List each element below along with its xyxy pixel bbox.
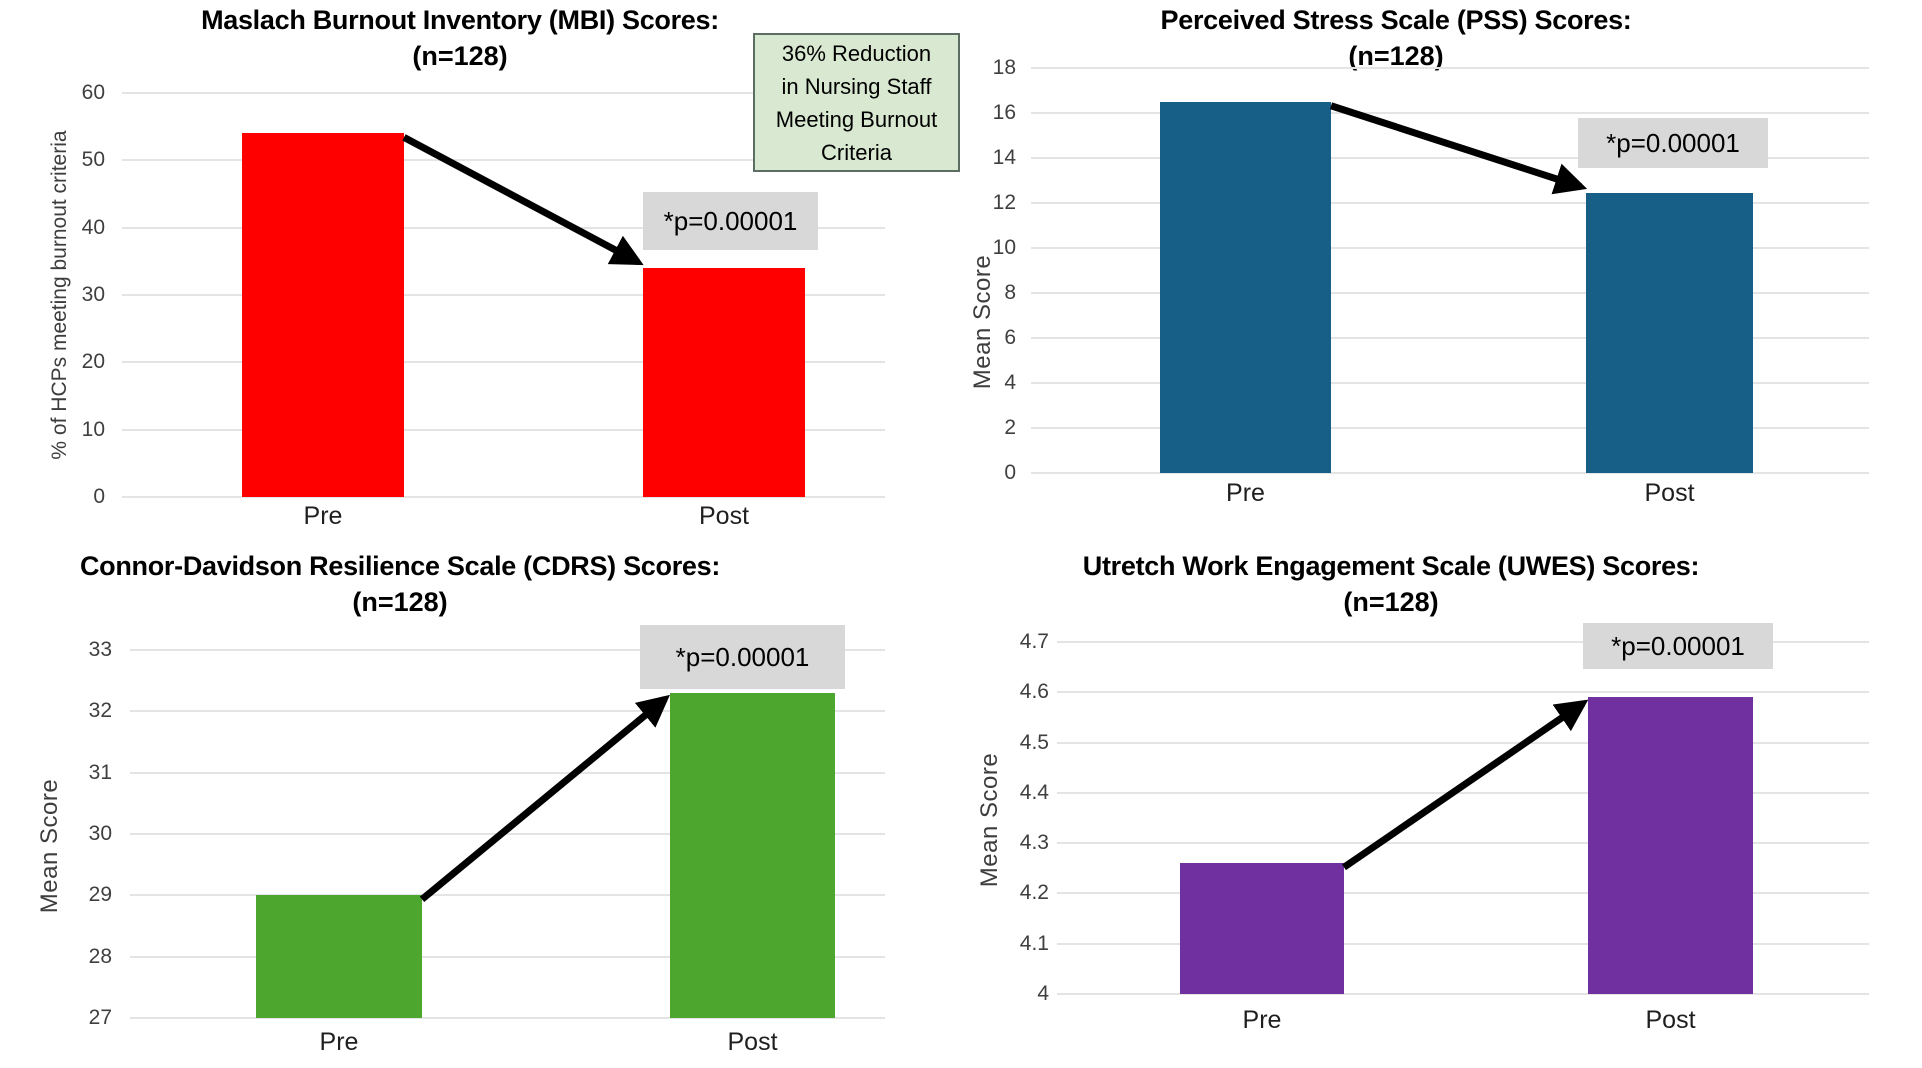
p-value-label-pss: *p=0.00001 — [1578, 118, 1768, 168]
chart-subtitle-mbi: (n=128) — [412, 41, 508, 71]
y-tick-label: 4.2 — [1019, 881, 1049, 905]
chart-panel-cdrs: Connor-Davidson Resilience Scale (CDRS) … — [0, 534, 961, 1068]
chart-subtitle-uwes: (n=128) — [1343, 587, 1439, 617]
annotation-line: 36% Reduction — [781, 40, 932, 66]
gridline — [130, 649, 885, 651]
x-category-label: Post — [1645, 1006, 1696, 1034]
y-tick-label: 4.6 — [1019, 680, 1049, 704]
bar-post — [1588, 697, 1753, 994]
gridline — [122, 361, 885, 364]
gridline — [130, 955, 885, 958]
y-tick-label: 4.1 — [1019, 931, 1049, 955]
gridline — [1031, 337, 1869, 339]
bar-pre — [256, 895, 422, 1018]
x-category-label: Post — [727, 1028, 778, 1056]
y-tick-label: 10 — [992, 236, 1016, 259]
y-tick-label: 6 — [1004, 326, 1016, 349]
p-value-text: *p=0.00001 — [1606, 127, 1740, 158]
y-tick-label: 8 — [1004, 281, 1016, 304]
gridline — [1031, 382, 1869, 384]
annotation-line: Meeting Burnout — [775, 106, 938, 132]
bar-post — [1586, 192, 1753, 473]
y-tick-label: 0 — [1004, 461, 1016, 484]
gridline — [1031, 472, 1869, 474]
y-tick-label: 4 — [1037, 982, 1049, 1005]
gridline — [1057, 993, 1869, 995]
gridline — [1031, 202, 1869, 204]
gridline — [1057, 641, 1869, 643]
y-tick-label: 60 — [81, 81, 105, 104]
gridline — [1031, 67, 1869, 69]
y-tick-label: 12 — [992, 191, 1016, 214]
gridline — [1057, 942, 1869, 945]
x-category-label: Pre — [303, 502, 343, 530]
y-tick-label: 4.5 — [1019, 730, 1049, 754]
p-value-text: *p=0.00001 — [1611, 630, 1745, 661]
gridline — [1031, 112, 1869, 114]
gridline — [1031, 427, 1869, 429]
gridline — [122, 428, 885, 431]
y-tick-label: 20 — [81, 350, 105, 374]
chart-title-mbi: Maslach Burnout Inventory (MBI) Scores: — [201, 5, 719, 35]
bar-pre — [1180, 863, 1344, 994]
annotation-line: in Nursing Staff — [781, 73, 932, 99]
y-tick-label: 14 — [992, 146, 1016, 169]
reduction-annotation-box: 36% Reduction in Nursing Staff Meeting B… — [753, 33, 960, 172]
y-tick-label: 4 — [1004, 371, 1016, 394]
gridline — [122, 294, 885, 296]
chart-subtitle-cdrs: (n=128) — [352, 587, 448, 617]
bar-pre — [1160, 101, 1331, 473]
bar-pre — [242, 133, 404, 497]
chart-panel-pss: Perceived Stress Scale (PSS) Scores: (n=… — [961, 0, 1922, 534]
x-category-label: Pre — [319, 1028, 359, 1056]
chart-title-pss: Perceived Stress Scale (PSS) Scores: — [1160, 5, 1632, 35]
y-tick-label: 50 — [81, 148, 105, 172]
y-tick-label: 10 — [81, 417, 105, 441]
p-value-label-uwes: *p=0.00001 — [1583, 623, 1773, 669]
y-tick-label: 27 — [88, 1006, 112, 1029]
p-value-label-cdrs: *p=0.00001 — [640, 625, 845, 689]
p-value-text: *p=0.00001 — [663, 205, 798, 236]
gridline — [1031, 247, 1869, 249]
gridline — [122, 92, 885, 94]
chart-subtitle-pss: (n=128) — [1348, 41, 1444, 71]
gridline — [130, 1017, 885, 1019]
gridline — [1057, 892, 1869, 895]
y-tick-label: 0 — [93, 485, 105, 508]
y-tick-label: 2 — [1004, 416, 1016, 439]
x-category-label: Post — [1644, 479, 1695, 507]
gridline — [122, 496, 885, 498]
chart-panel-uwes: Utretch Work Engagement Scale (UWES) Sco… — [961, 534, 1922, 1068]
y-tick-label: 30 — [88, 822, 112, 845]
x-category-label: Pre — [1242, 1006, 1282, 1034]
chart-title-uwes: Utretch Work Engagement Scale (UWES) Sco… — [1082, 551, 1700, 581]
y-tick-label: 40 — [81, 215, 105, 239]
y-tick-label: 28 — [88, 944, 112, 968]
x-category-label: Post — [698, 502, 750, 530]
chart-panel-mbi: Maslach Burnout Inventory (MBI) Scores: … — [0, 0, 961, 534]
y-tick-label: 4.4 — [1019, 780, 1049, 804]
bar-post — [670, 692, 835, 1018]
y-tick-label: 18 — [992, 56, 1016, 79]
bar-post — [643, 268, 805, 497]
y-tick-label: 33 — [88, 638, 112, 661]
trend-arrow-pss — [1329, 102, 1588, 195]
gridline — [1031, 292, 1869, 294]
chart-title-cdrs: Connor-Davidson Resilience Scale (CDRS) … — [79, 551, 721, 581]
y-tick-label: 30 — [81, 283, 105, 306]
y-tick-label: 31 — [88, 760, 112, 784]
y-tick-label: 4.3 — [1019, 831, 1049, 855]
y-tick-label: 32 — [88, 699, 112, 723]
gridline — [1057, 691, 1869, 694]
y-tick-label: 4.7 — [1019, 630, 1049, 653]
y-tick-label: 16 — [992, 101, 1016, 124]
p-value-label-mbi: *p=0.00001 — [643, 192, 818, 250]
y-tick-label: 29 — [88, 883, 112, 907]
p-value-text: *p=0.00001 — [675, 641, 810, 672]
x-category-label: Pre — [1226, 479, 1265, 507]
annotation-line: Criteria — [821, 139, 892, 165]
